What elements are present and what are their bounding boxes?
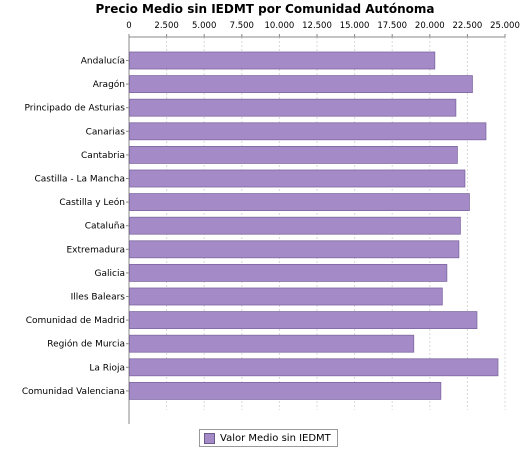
category-label: Cantabria [81,151,125,161]
category-label: Extremadura [67,245,126,255]
chart-legend: Valor Medio sin IEDMT [199,429,338,447]
category-label: La Rioja [89,363,125,373]
legend-swatch [204,432,215,444]
tick-label: 25.000 [490,21,520,31]
tick-label: 22.500 [453,21,483,31]
category-label: Aragón [93,79,125,90]
bar [129,263,448,282]
bar [129,193,470,212]
category-label: Galicia [95,269,125,279]
tick-label: 7.500 [230,21,254,31]
tick-label: 20.000 [415,21,445,31]
category-label: Principado de Asturias [24,104,125,114]
category-label: Andalucía [81,57,125,67]
category-label: Castilla y León [59,197,125,208]
bars [129,51,499,400]
bar [129,51,436,70]
category-axis: Andalucía Aragón Principado de Asturias Can… [22,57,125,397]
tick-label: 2.500 [154,21,178,31]
tick-label: 0 [126,21,131,31]
category-label: Comunidad de Madrid [26,316,125,326]
chart-title: Precio Medio sin IEDMT por Comunidad Aut… [96,2,435,16]
bar [129,240,460,259]
bar [129,169,466,188]
category-label: Cataluña [85,222,125,232]
bar [129,334,415,353]
tick-label: 5.000 [192,21,216,31]
bar [129,122,487,141]
legend-label: Valor Medio sin IEDMT [220,432,331,444]
category-label: Castilla - La Mancha [34,175,125,185]
category-label: Comunidad Valenciana [22,387,125,397]
bar [129,98,457,117]
tick-label: 10.000 [265,21,295,31]
bar [129,145,458,164]
bar [129,381,442,400]
bar [129,216,461,235]
bar [129,311,478,330]
category-label: Canarias [86,127,126,137]
tick-label: 17.500 [377,21,407,31]
category-label: Región de Murcia [47,339,125,350]
bar [129,75,473,93]
tick-label: 12.500 [302,21,332,31]
bar [129,287,443,306]
value-axis: 0 2.500 5.000 7.500 10.000 12.500 15.000 17.500… [126,21,520,424]
tick-label: 15.000 [340,21,370,31]
bar [129,358,499,377]
category-label: Illes Balears [71,293,126,303]
